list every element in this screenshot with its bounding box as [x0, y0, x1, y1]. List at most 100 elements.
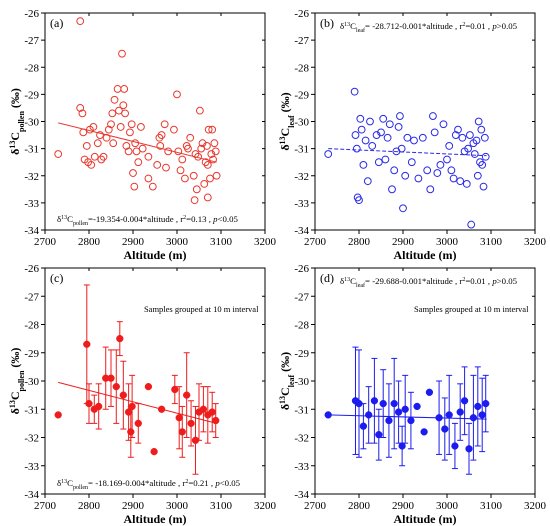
- data-point: [351, 131, 360, 139]
- data-point: [107, 374, 115, 382]
- y-tick-label: -32: [24, 171, 39, 183]
- data-point: [208, 408, 216, 416]
- y-tick-label: -29: [24, 348, 39, 360]
- data-point: [120, 85, 129, 93]
- regression-equation: δ13Cpollen= -18.169-0.004*altitude , r2=…: [57, 478, 241, 491]
- data-point: [454, 125, 462, 134]
- grouping-note: Samples grouped at 10 m interval: [144, 304, 259, 314]
- data-point: [119, 101, 128, 110]
- data-point: [181, 174, 189, 183]
- data-point: [155, 133, 164, 142]
- data-point: [175, 414, 183, 422]
- data-point: [138, 144, 147, 153]
- regression-equation: δ13Cleaf= -29.688-0.001*altitude , r2=0.…: [340, 276, 518, 289]
- data-point: [445, 411, 453, 419]
- y-axis-label: δ13Cpollen (‰): [8, 88, 26, 155]
- y-axis-label: δ13Cleaf (‰): [278, 352, 296, 410]
- x-tick-label: 3100: [480, 500, 503, 512]
- data-point: [96, 131, 104, 139]
- data-point: [420, 428, 428, 436]
- data-point: [109, 139, 118, 148]
- x-tick-label: 2700: [304, 236, 327, 248]
- x-tick-label: 2800: [78, 236, 101, 248]
- data-point: [418, 133, 427, 142]
- data-point: [144, 383, 153, 391]
- y-tick-label: -34: [24, 225, 39, 237]
- data-point: [443, 155, 451, 164]
- data-point: [359, 161, 368, 169]
- y-tick-label: -31: [24, 404, 39, 416]
- data-point: [148, 182, 157, 191]
- y-tick-label: -30: [24, 376, 39, 388]
- y-tick-label: -27: [24, 291, 39, 303]
- data-point: [379, 399, 387, 408]
- data-point: [134, 419, 142, 428]
- data-point: [426, 185, 435, 194]
- data-point: [93, 139, 102, 148]
- y-tick-label: -27: [294, 291, 309, 303]
- data-point: [178, 155, 187, 164]
- data-point: [366, 117, 374, 126]
- y-axis-label: δ13Cpollen (‰): [8, 348, 26, 415]
- y-tick-label: -28: [24, 320, 39, 332]
- panel-a: 2700 2800 2900 3000 3100 3200 -34 -33 -32 -31 -30 -…: [8, 8, 277, 262]
- data-point: [398, 442, 406, 450]
- data-point: [131, 139, 140, 148]
- data-point: [195, 106, 204, 115]
- data-point: [76, 104, 85, 112]
- y-tick-label: -34: [294, 225, 309, 237]
- data-point: [464, 144, 473, 153]
- data-point: [127, 120, 136, 129]
- x-axis-label: Altitude (m): [124, 248, 187, 262]
- y-tick-label: -30: [294, 376, 309, 388]
- data-point: [372, 131, 381, 139]
- x-tick-label: 2700: [34, 500, 57, 512]
- y-tick-label: -33: [294, 198, 309, 210]
- x-axis-label: Altitude (m): [394, 248, 457, 262]
- data-point: [190, 196, 199, 205]
- y-tick-label: -34: [24, 489, 39, 501]
- y-tick-label: -28: [24, 62, 39, 74]
- plot-frame: [314, 267, 536, 495]
- data-point: [212, 416, 220, 425]
- plot-frame: [44, 267, 266, 495]
- data-point: [95, 402, 103, 411]
- data-point: [119, 391, 127, 399]
- data-point: [118, 49, 126, 58]
- y-tick-label: -31: [294, 144, 309, 156]
- data-point: [83, 340, 91, 348]
- x-tick-label: 2800: [78, 500, 101, 512]
- data-point: [423, 166, 432, 175]
- y-tick-label: -29: [294, 348, 309, 360]
- data-point: [144, 174, 153, 183]
- data-point: [97, 155, 106, 164]
- data-point: [201, 158, 210, 167]
- y-tick-label: -26: [24, 8, 39, 20]
- regression-equation: δ13Cpollen=-19.354-0.004*altitude , r2=0…: [57, 214, 238, 227]
- data-point: [183, 391, 191, 399]
- data-point: [207, 150, 216, 158]
- data-point: [480, 133, 489, 142]
- data-point: [78, 109, 87, 118]
- data-point: [379, 114, 388, 123]
- y-tick-label: -27: [24, 35, 39, 47]
- data-point: [397, 144, 406, 153]
- data-point: [203, 161, 212, 169]
- data-point: [436, 161, 445, 169]
- y-tick-label: -32: [24, 433, 39, 445]
- data-point: [162, 163, 170, 172]
- data-point: [156, 142, 165, 150]
- panel-label: (a): [50, 16, 63, 30]
- y-tick-label: -33: [24, 198, 39, 210]
- data-point: [124, 147, 133, 156]
- data-point: [203, 142, 211, 150]
- data-point: [355, 196, 363, 205]
- data-point: [456, 408, 464, 416]
- data-point: [474, 117, 483, 126]
- data-point: [87, 161, 96, 169]
- y-tick-label: -34: [294, 489, 309, 501]
- data-point: [350, 87, 359, 96]
- data-point: [150, 447, 158, 456]
- y-tick-label: -29: [24, 89, 39, 101]
- x-tick-label: 3100: [480, 236, 503, 248]
